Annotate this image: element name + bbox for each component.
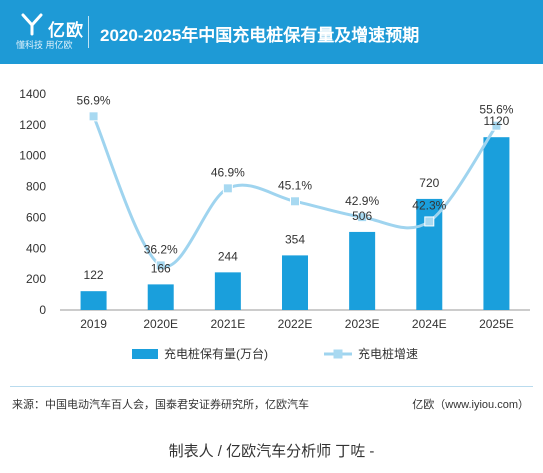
logo-name: 亿欧 (48, 21, 84, 40)
y-tick-label: 800 (26, 180, 46, 194)
logo-tagline: 懂科技 用亿欧 (16, 40, 73, 50)
line-value-label: 36.2% (144, 242, 178, 256)
chart-area: 0 200 400 600 800 1000 1200 1400 2019 2020E 2021E 2… (19, 87, 530, 361)
bar (416, 198, 443, 310)
line-marker (88, 111, 99, 122)
line-marker (155, 260, 166, 271)
y-tick-label: 400 (26, 241, 46, 255)
logo-y-icon (21, 13, 43, 36)
bar-value-label: 506 (352, 209, 372, 223)
bar-series (80, 137, 510, 310)
bar (483, 137, 510, 310)
line-value-label: 45.1% (278, 178, 312, 192)
x-tick-label: 2025E (479, 317, 514, 331)
bar-value-label: 122 (84, 268, 104, 282)
bar-value-label: 244 (218, 249, 238, 263)
bar-value-label: 166 (151, 261, 171, 275)
y-tick-label: 600 (26, 210, 46, 224)
bar (349, 231, 376, 310)
x-tick-label: 2020E (143, 317, 178, 331)
source-note: 来源：中国电动汽车百人会，国泰君安证券研究所，亿欧汽车 (12, 399, 309, 411)
header-divider (88, 16, 89, 48)
line-value-label: 46.9% (211, 165, 245, 179)
x-tick-label: 2021E (211, 317, 246, 331)
line-value-label: 42.3% (412, 198, 446, 212)
bar (80, 291, 107, 310)
maker-credit: 制表人 / 亿欧汽车分析师 丁咗 - (168, 443, 375, 460)
y-tick-label: 1200 (19, 118, 46, 132)
y-tick-label: 1400 (19, 87, 46, 101)
bar (214, 272, 241, 310)
y-tick-label: 200 (26, 272, 46, 286)
line-series (88, 111, 502, 271)
line-marker (424, 216, 435, 227)
x-tick-label: 2022E (278, 317, 313, 331)
line-value-label: 55.6% (479, 103, 513, 117)
legend-line-marker (333, 349, 343, 359)
x-tick-label: 2024E (412, 317, 447, 331)
y-tick-label: 1000 (19, 149, 46, 163)
brand-logo: 亿欧 懂科技 用亿欧 (14, 10, 84, 54)
x-tick-label: 2023E (345, 317, 380, 331)
x-tick-label: 2019 (80, 317, 107, 331)
line-marker (491, 120, 502, 131)
line-marker (357, 212, 368, 223)
chart-title: 2020-2025年中国充电桩保有量及增速预期 (100, 26, 420, 45)
legend-bar-swatch (132, 349, 158, 359)
legend-bar-label: 充电桩保有量(万台) (164, 346, 268, 361)
chart-legend: 充电桩保有量(万台) 充电桩增速 (132, 346, 418, 361)
data-labels: 122 166 244 354 506 720 1120 56.9% 36.2% 46.9% 45.… (77, 93, 514, 282)
site-credit: 亿欧（www.iyiou.com） (412, 399, 529, 411)
chart-axes: 0 200 400 600 800 1000 1200 1400 2019 2020E 2021E 2… (19, 87, 530, 331)
line-value-label: 42.9% (345, 194, 379, 208)
bar (282, 255, 308, 310)
line-marker (290, 196, 300, 207)
bar (147, 284, 174, 310)
line-marker (222, 183, 233, 194)
footer-divider (10, 386, 533, 387)
bar-value-label: 720 (419, 176, 439, 190)
bar-value-label: 354 (285, 232, 305, 246)
legend-line-label: 充电桩增速 (358, 346, 418, 361)
bar-value-label: 1120 (484, 114, 510, 128)
header-banner: 亿欧 懂科技 用亿欧 2020-2025年中国充电桩保有量及增速预期 (0, 0, 543, 64)
y-tick-label: 0 (39, 303, 46, 317)
line-value-label: 56.9% (77, 93, 111, 107)
